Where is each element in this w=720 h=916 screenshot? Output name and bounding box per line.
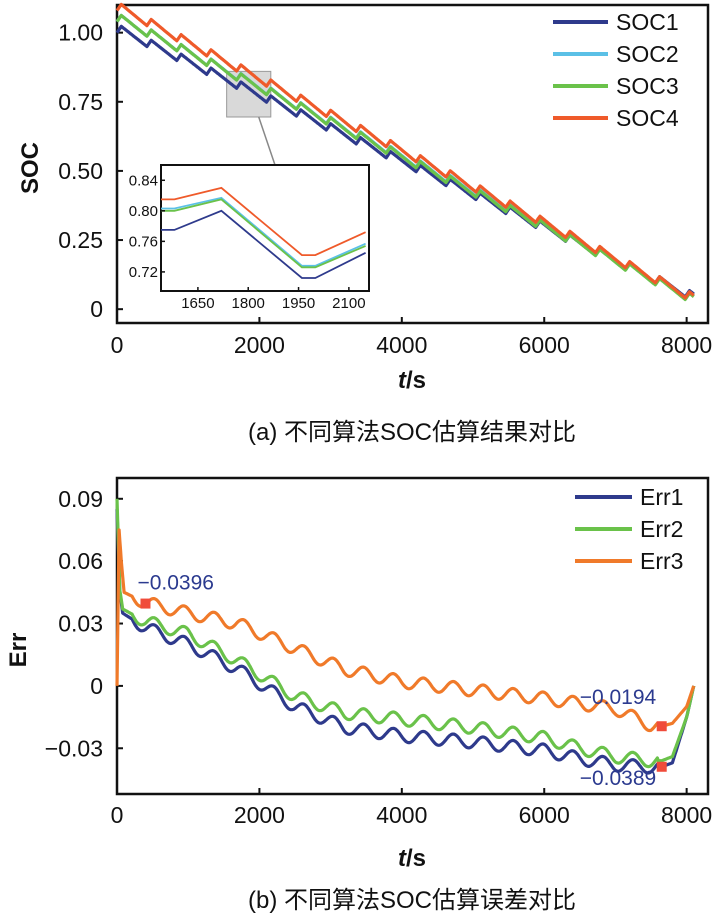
inset-x-tick-label: 2100 [332,295,365,312]
inset-chart: 1650 1800 1950 2100 0.72 0.76 0.80 0.84 [129,164,370,312]
legend-label: Err1 [640,484,683,510]
x-axis-label-unit: /s [406,367,426,394]
caption: (b) 不同算法SOC估算误差对比 [248,887,576,914]
annotation-marker [656,721,667,732]
x-axis-label: t/s [398,845,426,872]
x-tick-label: 4000 [376,332,427,358]
annotation-label: −0.0396 [137,572,214,595]
x-axis-label-unit: /s [406,845,426,872]
inset-x-tick-label: 1650 [181,295,214,312]
inset-series-line-soc1 [161,209,367,279]
inset-x-tick-label: 1800 [232,295,265,312]
series-line-err3 [115,528,696,733]
legend: Err1 Err2 Err3 [575,484,683,574]
x-tick-label: 6000 [519,332,570,358]
legend: SOC1 SOC2 SOC3 SOC4 [553,9,679,131]
x-tick-label: 2000 [234,332,285,358]
chart-err: 0 2000 4000 6000 8000 0.09 0.06 0.03 0 −0.03 −0.… [5,476,712,914]
x-tick-label: 6000 [519,802,570,828]
y-tick-label: 0.09 [58,486,103,512]
legend-label: Err3 [640,548,683,574]
y-tick-label: 0.06 [58,548,103,574]
legend-label: SOC1 [616,9,679,35]
x-tick-label: 8000 [661,802,712,828]
x-tick-label: 4000 [376,802,427,828]
plot-frame [115,476,710,796]
y-axis-label: Err [5,633,32,668]
y-tick-label: 1.00 [58,20,103,46]
y-tick-label: −0.03 [45,735,103,761]
inset-frame [160,164,370,292]
annotation-label: −0.0389 [580,767,657,790]
legend-label: SOC3 [616,73,679,99]
annotation-label: −0.0194 [580,686,657,709]
annotation-marker [656,761,667,772]
x-axis-label-var: t [398,367,407,394]
caption: (a) 不同算法SOC估算结果对比 [248,419,576,446]
x-axis-label-var: t [398,845,407,872]
y-tick-label: 0.03 [58,611,103,637]
x-tick-label: 0 [111,332,124,358]
inset-y-tick-label: 0.80 [129,203,158,220]
series-line-err1 [115,509,696,775]
inset-y-tick-label: 0.72 [129,264,158,281]
x-tick-label: 2000 [234,802,285,828]
legend-label: SOC2 [616,41,679,67]
y-tick-label: 0.25 [58,227,103,253]
plot-frame [115,3,710,325]
inset-series-line-soc2 [161,196,366,267]
series-line-err2 [115,498,696,769]
inset-series-line-soc4 [161,186,366,257]
inset-series-line-soc3 [161,198,366,269]
x-tick-label: 8000 [661,332,712,358]
annotation-marker [140,598,151,609]
x-axis-label: t/s [398,367,426,394]
inset-x-tick-label: 1950 [282,295,315,312]
y-tick-label: 0 [90,296,103,322]
inset-y-tick-label: 0.84 [129,172,158,189]
y-tick-label: 0 [90,673,103,699]
y-tick-label: 0.75 [58,89,103,115]
legend-label: SOC4 [616,105,679,131]
x-tick-label: 0 [111,802,124,828]
chart-soc: 0 2000 4000 6000 8000 0 0.25 0.50 0.75 1.00 1650… [17,2,712,446]
y-tick-label: 0.50 [58,158,103,184]
series-line-soc4 [115,2,695,300]
legend-label: Err2 [640,516,683,542]
series-line-soc3 [115,13,695,302]
inset-y-tick-label: 0.76 [129,233,158,250]
y-axis-label: SOC [17,142,44,194]
